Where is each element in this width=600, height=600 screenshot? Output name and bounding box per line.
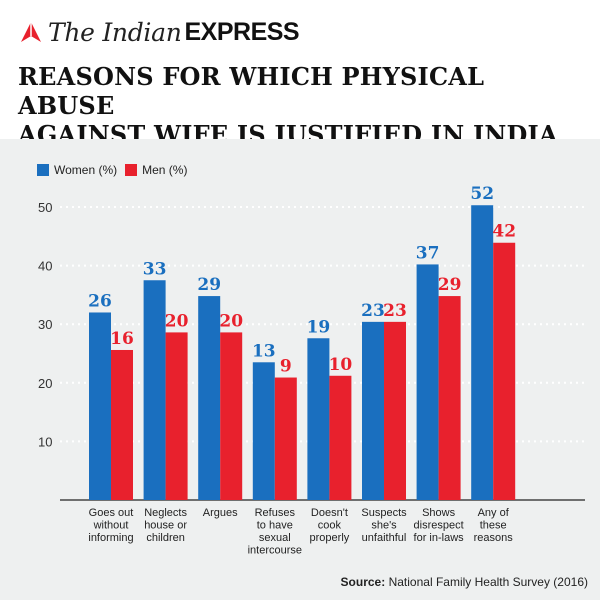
bar-women-4 <box>307 338 330 500</box>
bar-men-6 <box>438 296 461 500</box>
y-tick-label-50: 50 <box>38 200 52 215</box>
source-text: National Family Health Survey (2016) <box>388 575 588 589</box>
bar-women-7 <box>471 205 494 500</box>
source-label: Source: <box>340 575 386 589</box>
data-label-men-6: 29 <box>438 275 462 295</box>
x-tick-label-1-line-1: house or <box>144 520 187 532</box>
x-tick-label-3-line-0: Refuses <box>255 507 296 519</box>
x-tick-label-4-line-2: properly <box>310 532 350 544</box>
legend-label-women: Women (%) <box>54 163 118 177</box>
x-tick-label-6-line-1: disrespect <box>414 520 464 532</box>
chart-legend: Women (%) Men (%) <box>37 163 195 177</box>
logo-text-express: EXPRESS <box>184 17 300 46</box>
logo-text-the: The Indian <box>48 17 182 47</box>
data-label-women-3: 13 <box>252 341 276 361</box>
x-tick-label-6-line-2: for in-laws <box>414 532 465 544</box>
bar-men-2 <box>220 332 243 500</box>
data-label-women-7: 52 <box>470 184 494 204</box>
bar-women-3 <box>252 362 275 500</box>
bar-men-1 <box>165 332 188 500</box>
bar-men-4 <box>329 375 352 500</box>
x-tick-label-7-line-2: reasons <box>474 532 514 544</box>
data-label-men-7: 42 <box>492 222 516 242</box>
header: The Indian EXPRESS REASONS FOR WHICH PHY… <box>0 0 600 149</box>
data-label-women-2: 29 <box>197 275 221 295</box>
x-tick-label-3-line-2: sexual <box>259 532 291 544</box>
data-label-women-6: 37 <box>416 243 440 263</box>
x-tick-label-0-line-0: Goes out <box>89 507 134 519</box>
x-tick-label-7-line-1: these <box>480 520 507 532</box>
x-tick-label-5-line-0: Suspects <box>361 507 407 519</box>
legend-item-women: Women (%) <box>37 163 117 177</box>
bar-men-3 <box>274 377 297 500</box>
legend-item-men: Men (%) <box>125 163 187 177</box>
data-label-men-3: 9 <box>280 357 292 377</box>
y-tick-label-30: 30 <box>38 317 52 332</box>
x-tick-label-4-line-0: Doesn't <box>311 507 348 519</box>
x-tick-label-1-line-2: children <box>146 532 185 544</box>
data-label-men-0: 16 <box>110 329 134 349</box>
legend-label-men: Men (%) <box>142 163 188 177</box>
x-tick-label-4-line-1: cook <box>318 520 342 532</box>
bar-women-2 <box>198 296 221 500</box>
x-tick-label-0-line-2: informing <box>88 532 133 544</box>
chart-title: REASONS FOR WHICH PHYSICAL ABUSE AGAINST… <box>18 62 588 149</box>
y-tick-label-40: 40 <box>38 259 52 274</box>
data-label-men-5: 23 <box>383 301 407 321</box>
bar-women-1 <box>143 280 166 500</box>
bar-men-5 <box>384 321 406 500</box>
logo[interactable]: The Indian EXPRESS <box>18 10 300 54</box>
bar-women-0 <box>89 312 111 500</box>
y-tick-label-10: 10 <box>38 434 52 449</box>
data-label-women-1: 33 <box>143 259 167 279</box>
bar-women-5 <box>362 321 384 500</box>
data-label-women-4: 19 <box>307 317 331 337</box>
pen-nib-icon <box>21 22 41 42</box>
y-tick-label-20: 20 <box>38 376 52 391</box>
data-label-women-5: 23 <box>361 301 385 321</box>
data-label-men-1: 20 <box>165 311 189 331</box>
bar-men-7 <box>493 242 516 500</box>
x-tick-label-5-line-2: unfaithful <box>362 532 407 544</box>
data-label-men-4: 10 <box>329 355 353 375</box>
legend-swatch-women <box>37 164 49 176</box>
x-tick-label-5-line-1: she's <box>371 520 397 532</box>
x-tick-label-3-line-1: to have <box>257 520 293 532</box>
x-tick-label-6-line-0: Shows <box>422 507 456 519</box>
x-tick-label-3-line-3: intercourse <box>248 545 302 557</box>
data-label-women-0: 26 <box>88 291 112 311</box>
x-tick-label-7-line-0: Any of <box>478 507 510 519</box>
legend-swatch-men <box>125 164 138 176</box>
bar-men-0 <box>111 349 133 500</box>
x-tick-label-0-line-1: without <box>93 520 129 532</box>
bar-women-6 <box>416 264 439 500</box>
chart-title-line-1: REASONS FOR WHICH PHYSICAL ABUSE <box>18 62 485 120</box>
x-tick-label-1-line-0: Neglects <box>144 507 187 519</box>
x-tick-label-2-line-0: Argues <box>203 507 238 519</box>
source-note: Source: National Family Health Survey (2… <box>341 575 588 589</box>
data-label-men-2: 20 <box>219 311 243 331</box>
